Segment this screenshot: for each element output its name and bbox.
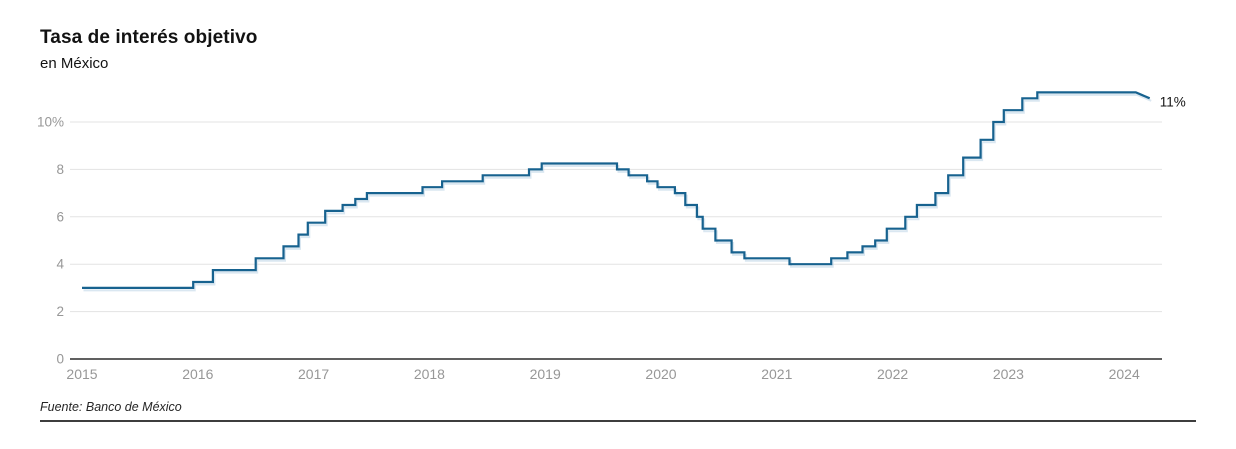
source-divider <box>40 420 1196 422</box>
chart-subtitle: en México <box>40 55 109 72</box>
x-tick-label: 2023 <box>993 366 1024 382</box>
y-tick-label: 0 <box>56 352 64 367</box>
source-note: Fuente: Banco de México <box>40 400 182 414</box>
x-tick-label: 2021 <box>761 366 792 382</box>
x-tick-label: 2019 <box>530 366 561 382</box>
y-tick-label: 6 <box>56 209 64 224</box>
y-tick-label: 10% <box>37 115 64 130</box>
x-tick-label: 2018 <box>414 366 445 382</box>
rate-line <box>82 91 1151 289</box>
x-tick-label: 2016 <box>182 366 213 382</box>
x-tick-label: 2020 <box>645 366 676 382</box>
x-tick-label: 2015 <box>66 366 97 382</box>
x-tick-label: 2022 <box>877 366 908 382</box>
x-tick-label: 2017 <box>298 366 329 382</box>
end-value-label: 11% <box>1160 94 1186 109</box>
y-tick-label: 8 <box>56 162 64 177</box>
chart-title: Tasa de interés objetivo <box>40 27 258 48</box>
y-tick-label: 4 <box>56 257 64 272</box>
rate-line-shadow <box>83 93 1152 292</box>
x-tick-label: 2024 <box>1109 366 1140 382</box>
y-tick-label: 2 <box>56 304 64 319</box>
